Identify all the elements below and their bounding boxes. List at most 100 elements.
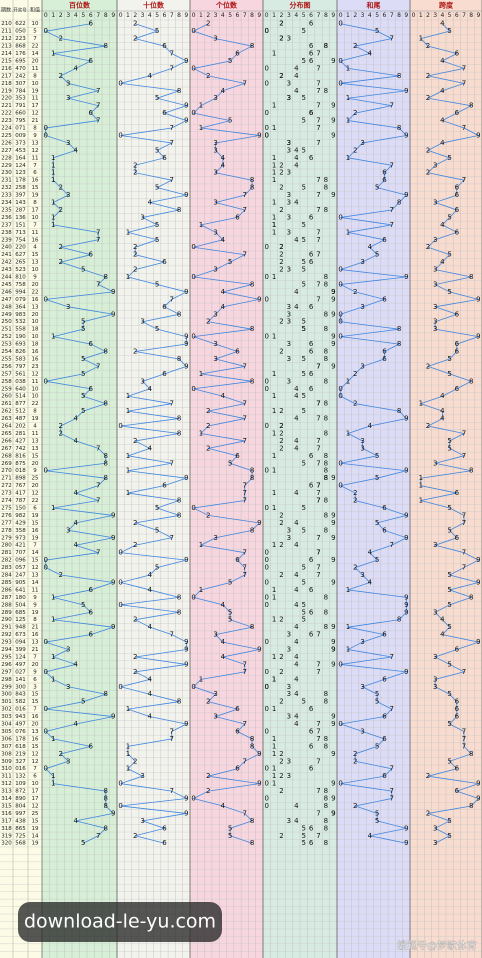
- digit-mark: 7: [462, 564, 466, 572]
- digit-mark: 5: [375, 690, 379, 698]
- digit-mark: 3: [287, 690, 291, 698]
- issue: 253: [1, 342, 12, 348]
- sum: 6: [33, 774, 37, 780]
- digit-mark: 3: [287, 757, 291, 765]
- digit-mark: 5: [155, 146, 159, 154]
- digit-mark: 0: [264, 795, 268, 803]
- digit-mark: 7: [462, 124, 466, 132]
- digit-mark: 6: [89, 109, 94, 117]
- digit-header: 9: [257, 12, 261, 19]
- digit-mark: 5: [447, 571, 451, 579]
- digit-mark: 4: [294, 437, 299, 445]
- digit-mark: 8: [324, 459, 328, 467]
- digit-mark: 1: [126, 765, 130, 773]
- digit-mark: 2: [353, 802, 357, 810]
- sum: 10: [32, 334, 39, 340]
- digit-mark: 7: [96, 87, 100, 95]
- digit-mark: 2: [279, 422, 283, 430]
- digit-mark: 0: [264, 27, 268, 35]
- sum: 16: [32, 297, 39, 303]
- digit-mark: 1: [51, 199, 55, 207]
- digit-mark: 2: [426, 422, 430, 430]
- issue: 222: [1, 111, 12, 117]
- digit-mark: 5: [301, 608, 305, 616]
- digit-mark: 6: [162, 370, 167, 378]
- draw-number: 223: [15, 36, 26, 42]
- digit-mark: 2: [206, 318, 210, 326]
- digit-mark: 5: [301, 355, 305, 363]
- digit-mark: 4: [148, 713, 153, 721]
- digit-mark: 9: [331, 333, 335, 341]
- digit-mark: 1: [272, 154, 276, 162]
- issue: 288: [1, 602, 12, 608]
- digit-mark: 3: [140, 318, 144, 326]
- digit-mark: 4: [294, 690, 299, 698]
- digit-mark: 7: [316, 735, 320, 743]
- digit-mark: 6: [382, 169, 387, 177]
- digit-mark: 3: [66, 139, 70, 147]
- digit-mark: 7: [316, 117, 320, 125]
- digit-mark: 5: [228, 616, 232, 624]
- digit-mark: 8: [324, 377, 328, 385]
- issue: 225: [1, 133, 12, 139]
- digit-header: 8: [469, 12, 473, 19]
- digit-mark: 3: [213, 690, 217, 698]
- digit-mark: 9: [476, 638, 480, 646]
- digit-mark: 2: [206, 698, 210, 706]
- digit-mark: 2: [279, 422, 283, 430]
- digit-mark: 2: [426, 146, 430, 154]
- digit-mark: 2: [353, 564, 357, 572]
- digit-mark: 7: [316, 787, 320, 795]
- issue: 268: [1, 453, 12, 459]
- digit-mark: 7: [96, 236, 100, 244]
- draw-number: 982: [15, 513, 26, 519]
- digit-header: 8: [104, 12, 108, 19]
- digit-mark: 4: [148, 623, 153, 631]
- digit-mark: 5: [301, 370, 305, 378]
- digit-mark: 6: [89, 251, 94, 259]
- issue: 307: [1, 744, 12, 750]
- digit-mark: 2: [59, 72, 63, 80]
- issue: 252: [1, 334, 12, 340]
- digit-header: 0: [44, 12, 48, 19]
- sum: 7: [33, 543, 37, 549]
- draw-number: 641: [15, 587, 26, 593]
- digit-mark: 9: [331, 117, 335, 125]
- digit-mark: 3: [287, 191, 291, 199]
- digit-mark: 4: [221, 601, 226, 609]
- digit-mark: 2: [133, 169, 137, 177]
- issue: 234: [1, 200, 12, 206]
- digit-header: 5: [81, 12, 85, 19]
- digit-mark: 7: [96, 228, 100, 236]
- digit-mark: 3: [360, 303, 364, 311]
- sum: 20: [32, 483, 39, 489]
- digit-mark: 6: [309, 385, 314, 393]
- digit-header: 0: [265, 12, 269, 19]
- draw-number: 096: [15, 558, 26, 564]
- digit-mark: 5: [447, 817, 451, 825]
- digit-mark: 1: [51, 161, 55, 169]
- digit-header: 1: [419, 12, 423, 19]
- issue: 271: [1, 476, 12, 482]
- issue: 242: [1, 260, 12, 266]
- digit-mark: 1: [51, 154, 55, 162]
- digit-mark: 7: [243, 489, 247, 497]
- digit-mark: 5: [447, 355, 451, 363]
- issue: 300: [1, 692, 12, 698]
- digit-mark: 9: [331, 795, 335, 803]
- digit-mark: 7: [316, 489, 320, 497]
- digit-mark: 3: [287, 213, 291, 221]
- digit-mark: 0: [118, 79, 122, 87]
- digit-mark: 4: [440, 20, 445, 28]
- issue: 269: [1, 461, 12, 467]
- sum: 9: [33, 275, 37, 281]
- digit-mark: 5: [447, 370, 451, 378]
- digit-mark: 2: [59, 422, 63, 430]
- digit-mark: 8: [250, 735, 254, 743]
- digit-header: 3: [433, 12, 437, 19]
- sum: 9: [33, 602, 37, 608]
- digit-mark: 4: [294, 87, 299, 95]
- digit-mark: 1: [51, 333, 55, 341]
- digit-header: 1: [199, 12, 203, 19]
- digit-mark: 1: [126, 489, 130, 497]
